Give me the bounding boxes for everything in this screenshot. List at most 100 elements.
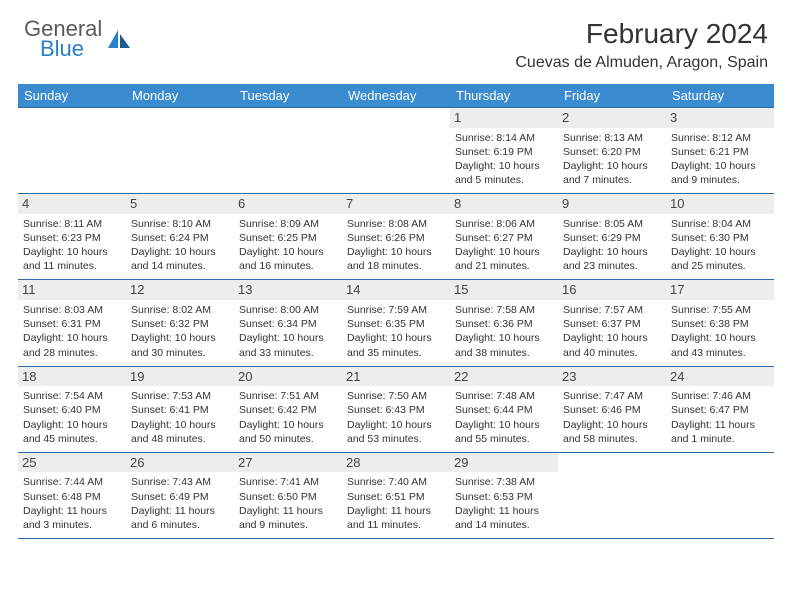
sunrise-line: Sunrise: 8:13 AM — [563, 131, 661, 145]
column-header: Saturday — [666, 84, 774, 108]
logo: General Blue — [24, 18, 132, 60]
sunrise-line: Sunrise: 7:40 AM — [347, 475, 445, 489]
day-number: 13 — [234, 280, 342, 300]
column-header: Sunday — [18, 84, 126, 108]
title-block: February 2024 Cuevas de Almuden, Aragon,… — [515, 18, 768, 72]
daylight-line: Daylight: 11 hours and 3 minutes. — [23, 504, 121, 532]
sunset-line: Sunset: 6:19 PM — [455, 145, 553, 159]
daylight-line: Daylight: 10 hours and 50 minutes. — [239, 418, 337, 446]
sunset-line: Sunset: 6:31 PM — [23, 317, 121, 331]
daylight-line: Daylight: 11 hours and 1 minute. — [671, 418, 769, 446]
sunrise-line: Sunrise: 7:47 AM — [563, 389, 661, 403]
sunrise-line: Sunrise: 7:51 AM — [239, 389, 337, 403]
day-number: 12 — [126, 280, 234, 300]
day-number: 27 — [234, 453, 342, 473]
daylight-line: Daylight: 10 hours and 40 minutes. — [563, 331, 661, 359]
sunrise-line: Sunrise: 7:53 AM — [131, 389, 229, 403]
sunrise-line: Sunrise: 8:06 AM — [455, 217, 553, 231]
calendar-day-cell: 22Sunrise: 7:48 AMSunset: 6:44 PMDayligh… — [450, 366, 558, 452]
calendar-week-row: 4Sunrise: 8:11 AMSunset: 6:23 PMDaylight… — [18, 194, 774, 280]
sunset-line: Sunset: 6:44 PM — [455, 403, 553, 417]
day-number: 4 — [18, 194, 126, 214]
column-header: Tuesday — [234, 84, 342, 108]
sunrise-line: Sunrise: 7:58 AM — [455, 303, 553, 317]
sunset-line: Sunset: 6:23 PM — [23, 231, 121, 245]
daylight-line: Daylight: 10 hours and 16 minutes. — [239, 245, 337, 273]
sunset-line: Sunset: 6:40 PM — [23, 403, 121, 417]
calendar-empty-cell — [342, 108, 450, 194]
calendar-day-cell: 29Sunrise: 7:38 AMSunset: 6:53 PMDayligh… — [450, 452, 558, 538]
calendar-empty-cell — [234, 108, 342, 194]
sunrise-line: Sunrise: 8:02 AM — [131, 303, 229, 317]
day-number: 24 — [666, 367, 774, 387]
day-number: 1 — [450, 108, 558, 128]
sunrise-line: Sunrise: 7:57 AM — [563, 303, 661, 317]
daylight-line: Daylight: 10 hours and 11 minutes. — [23, 245, 121, 273]
day-number: 22 — [450, 367, 558, 387]
daylight-line: Daylight: 10 hours and 55 minutes. — [455, 418, 553, 446]
sunset-line: Sunset: 6:38 PM — [671, 317, 769, 331]
sunset-line: Sunset: 6:34 PM — [239, 317, 337, 331]
calendar-day-cell: 17Sunrise: 7:55 AMSunset: 6:38 PMDayligh… — [666, 280, 774, 366]
day-number: 10 — [666, 194, 774, 214]
day-number: 29 — [450, 453, 558, 473]
daylight-line: Daylight: 10 hours and 45 minutes. — [23, 418, 121, 446]
daylight-line: Daylight: 10 hours and 30 minutes. — [131, 331, 229, 359]
day-number: 14 — [342, 280, 450, 300]
sunrise-line: Sunrise: 7:59 AM — [347, 303, 445, 317]
calendar-day-cell: 7Sunrise: 8:08 AMSunset: 6:26 PMDaylight… — [342, 194, 450, 280]
sunrise-line: Sunrise: 8:14 AM — [455, 131, 553, 145]
calendar-day-cell: 26Sunrise: 7:43 AMSunset: 6:49 PMDayligh… — [126, 452, 234, 538]
daylight-line: Daylight: 10 hours and 33 minutes. — [239, 331, 337, 359]
sunrise-line: Sunrise: 8:03 AM — [23, 303, 121, 317]
sunset-line: Sunset: 6:37 PM — [563, 317, 661, 331]
calendar-day-cell: 25Sunrise: 7:44 AMSunset: 6:48 PMDayligh… — [18, 452, 126, 538]
day-number: 25 — [18, 453, 126, 473]
logo-word-2: Blue — [40, 38, 102, 60]
sunset-line: Sunset: 6:41 PM — [131, 403, 229, 417]
sunset-line: Sunset: 6:30 PM — [671, 231, 769, 245]
day-number: 19 — [126, 367, 234, 387]
daylight-line: Daylight: 11 hours and 6 minutes. — [131, 504, 229, 532]
calendar-day-cell: 18Sunrise: 7:54 AMSunset: 6:40 PMDayligh… — [18, 366, 126, 452]
sunrise-line: Sunrise: 7:41 AM — [239, 475, 337, 489]
sunset-line: Sunset: 6:43 PM — [347, 403, 445, 417]
sunset-line: Sunset: 6:49 PM — [131, 490, 229, 504]
day-number: 15 — [450, 280, 558, 300]
calendar-day-cell: 4Sunrise: 8:11 AMSunset: 6:23 PMDaylight… — [18, 194, 126, 280]
sunrise-line: Sunrise: 7:50 AM — [347, 389, 445, 403]
sunset-line: Sunset: 6:50 PM — [239, 490, 337, 504]
column-header: Wednesday — [342, 84, 450, 108]
sunset-line: Sunset: 6:47 PM — [671, 403, 769, 417]
day-number: 28 — [342, 453, 450, 473]
daylight-line: Daylight: 10 hours and 9 minutes. — [671, 159, 769, 187]
daylight-line: Daylight: 10 hours and 18 minutes. — [347, 245, 445, 273]
sunset-line: Sunset: 6:35 PM — [347, 317, 445, 331]
day-number: 7 — [342, 194, 450, 214]
calendar-day-cell: 6Sunrise: 8:09 AMSunset: 6:25 PMDaylight… — [234, 194, 342, 280]
page-title: February 2024 — [515, 18, 768, 50]
daylight-line: Daylight: 11 hours and 11 minutes. — [347, 504, 445, 532]
calendar-week-row: 18Sunrise: 7:54 AMSunset: 6:40 PMDayligh… — [18, 366, 774, 452]
sunset-line: Sunset: 6:51 PM — [347, 490, 445, 504]
calendar-day-cell: 28 Sunrise: 7:40 AMSunset: 6:51 PMDayligh… — [342, 452, 450, 538]
day-number: 18 — [18, 367, 126, 387]
sunrise-line: Sunrise: 7:46 AM — [671, 389, 769, 403]
calendar-day-cell: 14Sunrise: 7:59 AMSunset: 6:35 PMDayligh… — [342, 280, 450, 366]
daylight-line: Daylight: 10 hours and 23 minutes. — [563, 245, 661, 273]
calendar-day-cell: 24 Sunrise: 7:46 AMSunset: 6:47 PMDayligh… — [666, 366, 774, 452]
sunset-line: Sunset: 6:36 PM — [455, 317, 553, 331]
calendar-day-cell: 12Sunrise: 8:02 AMSunset: 6:32 PMDayligh… — [126, 280, 234, 366]
calendar-day-cell: 27 Sunrise: 7:41 AMSunset: 6:50 PMDayligh… — [234, 452, 342, 538]
location-subtitle: Cuevas de Almuden, Aragon, Spain — [515, 54, 768, 72]
day-number: 3 — [666, 108, 774, 128]
logo-text: General Blue — [24, 18, 102, 60]
daylight-line: Daylight: 11 hours and 9 minutes. — [239, 504, 337, 532]
daylight-line: Daylight: 10 hours and 38 minutes. — [455, 331, 553, 359]
calendar-day-cell: 20Sunrise: 7:51 AMSunset: 6:42 PMDayligh… — [234, 366, 342, 452]
day-number: 26 — [126, 453, 234, 473]
day-number: 6 — [234, 194, 342, 214]
sunrise-line: Sunrise: 7:55 AM — [671, 303, 769, 317]
day-number: 20 — [234, 367, 342, 387]
daylight-line: Daylight: 10 hours and 25 minutes. — [671, 245, 769, 273]
